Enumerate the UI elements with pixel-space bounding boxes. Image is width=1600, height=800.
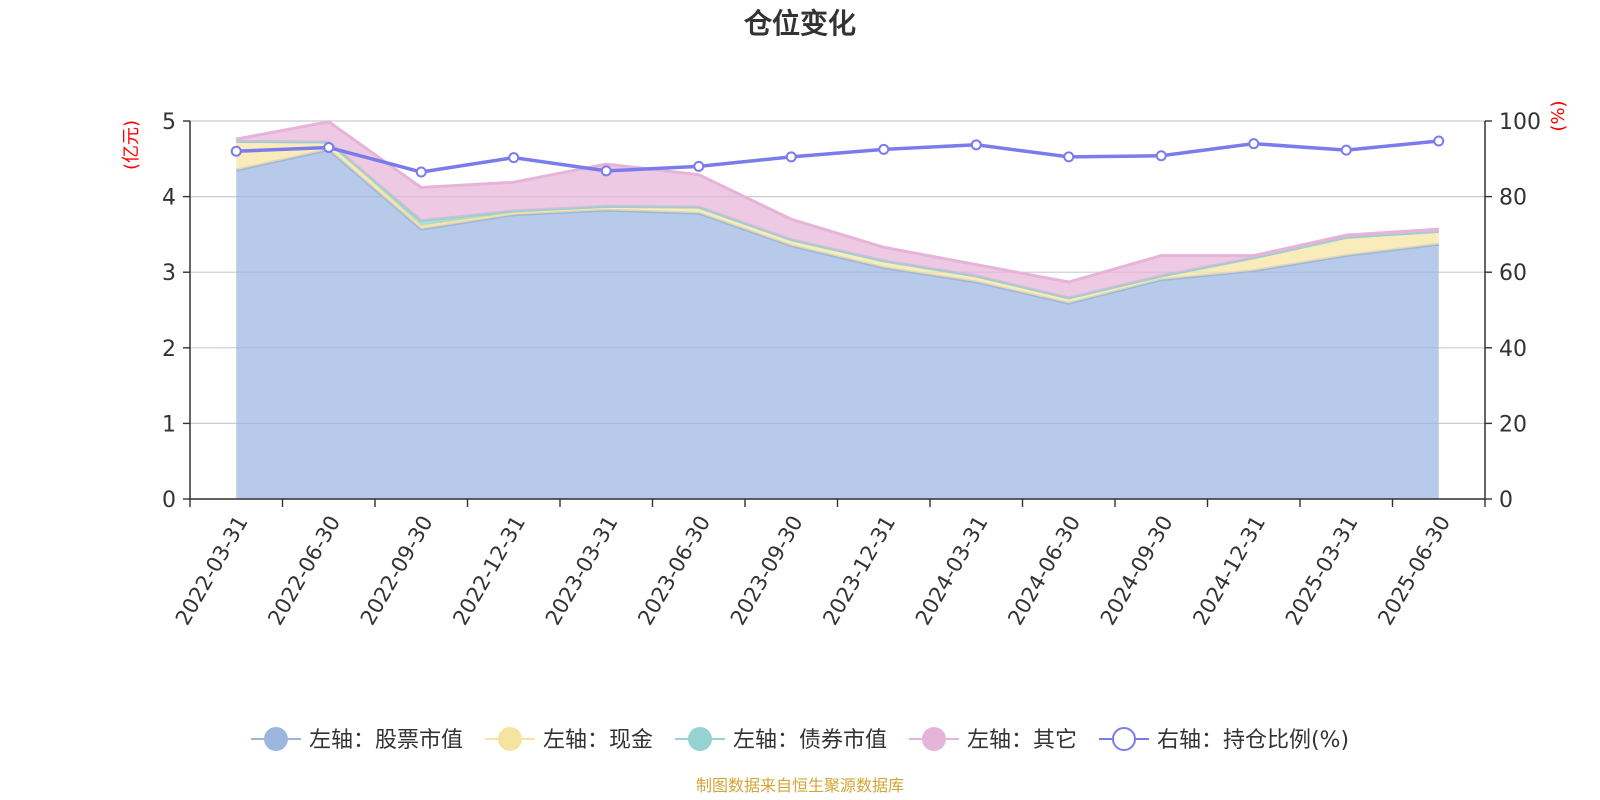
left-axis-tick-label: 2 <box>162 337 176 362</box>
right-axis-unit: (%) <box>1548 100 1569 131</box>
x-axis-tick-label: 2022-06-30 <box>263 512 345 630</box>
x-axis-tick-label: 2024-12-31 <box>1188 512 1270 630</box>
line-point <box>230 145 242 157</box>
x-axis-tick-label: 2023-03-31 <box>541 512 623 630</box>
legend-label: 左轴：债券市值 <box>733 728 887 753</box>
legend-marker <box>497 727 522 751</box>
line-point <box>878 143 890 155</box>
legend: 左轴：股票市值 左轴：现金 左轴：债券市值 左轴：其它 右轴：持仓比例(%) <box>250 727 1349 753</box>
right-axis-tick-label: 80 <box>1499 186 1527 211</box>
line-point <box>1155 150 1167 162</box>
x-axis-tick-label: 2022-03-31 <box>171 512 253 630</box>
x-axis-tick-label: 2024-03-31 <box>911 512 993 630</box>
area-layer <box>235 120 1439 500</box>
area-3 <box>236 121 1439 298</box>
line-series-4 <box>236 139 1439 174</box>
x-axis-tick-label: 2022-12-31 <box>448 512 530 630</box>
left-axis-tick-label: 3 <box>162 261 176 286</box>
x-axis-tick-label: 2023-06-30 <box>633 512 715 630</box>
x-axis-tick-label: 2023-09-30 <box>726 512 808 630</box>
right-axis-tick-label: 60 <box>1499 261 1527 286</box>
line-point <box>1433 135 1445 147</box>
right-axis-tick-label: 20 <box>1499 412 1527 437</box>
line-point <box>693 160 705 172</box>
legend-marker <box>921 727 946 751</box>
line-point <box>1340 144 1352 156</box>
line-point <box>323 141 335 153</box>
area-edge-3 <box>235 120 1439 284</box>
area-0 <box>236 149 1439 500</box>
left-axis-unit: (亿元) <box>121 120 142 170</box>
line-point <box>785 151 797 163</box>
legend-marker <box>1111 727 1136 751</box>
chart-title: 仓位变化 <box>744 7 856 40</box>
legend-label: 左轴：其它 <box>967 728 1077 753</box>
left-axis-tick-label: 5 <box>162 110 176 135</box>
x-axis-tick-label: 2022-09-30 <box>356 512 438 630</box>
left-axis-tick-label: 0 <box>162 488 176 513</box>
line-point <box>415 166 427 178</box>
line-point <box>508 152 520 164</box>
x-axis-tick-label: 2024-06-30 <box>1003 512 1085 630</box>
line-point <box>970 139 982 151</box>
right-axis-tick-label: 100 <box>1499 110 1541 135</box>
x-axis-tick-label: 2025-06-30 <box>1373 512 1455 630</box>
left-axis-tick-label: 4 <box>162 186 176 211</box>
line-layer <box>230 135 1445 178</box>
x-axis-tick-label: 2023-12-31 <box>818 512 900 630</box>
x-axis-tick-label: 2024-09-30 <box>1096 512 1178 630</box>
right-axis-tick-label: 40 <box>1499 337 1527 362</box>
legend-marker <box>263 727 288 751</box>
legend-label: 右轴：持仓比例(%) <box>1157 728 1349 753</box>
x-axis-tick-label: 2025-03-31 <box>1281 512 1363 630</box>
line-point <box>1063 151 1075 163</box>
legend-label: 左轴：股票市值 <box>309 728 463 753</box>
line-point <box>1248 138 1260 150</box>
data-source-note: 制图数据来自恒生聚源数据库 <box>696 776 904 795</box>
line-point <box>600 165 612 177</box>
right-axis-tick-label: 0 <box>1499 488 1513 513</box>
left-axis-tick-label: 1 <box>162 412 176 437</box>
legend-label: 左轴：现金 <box>543 728 653 753</box>
legend-marker <box>687 727 712 751</box>
